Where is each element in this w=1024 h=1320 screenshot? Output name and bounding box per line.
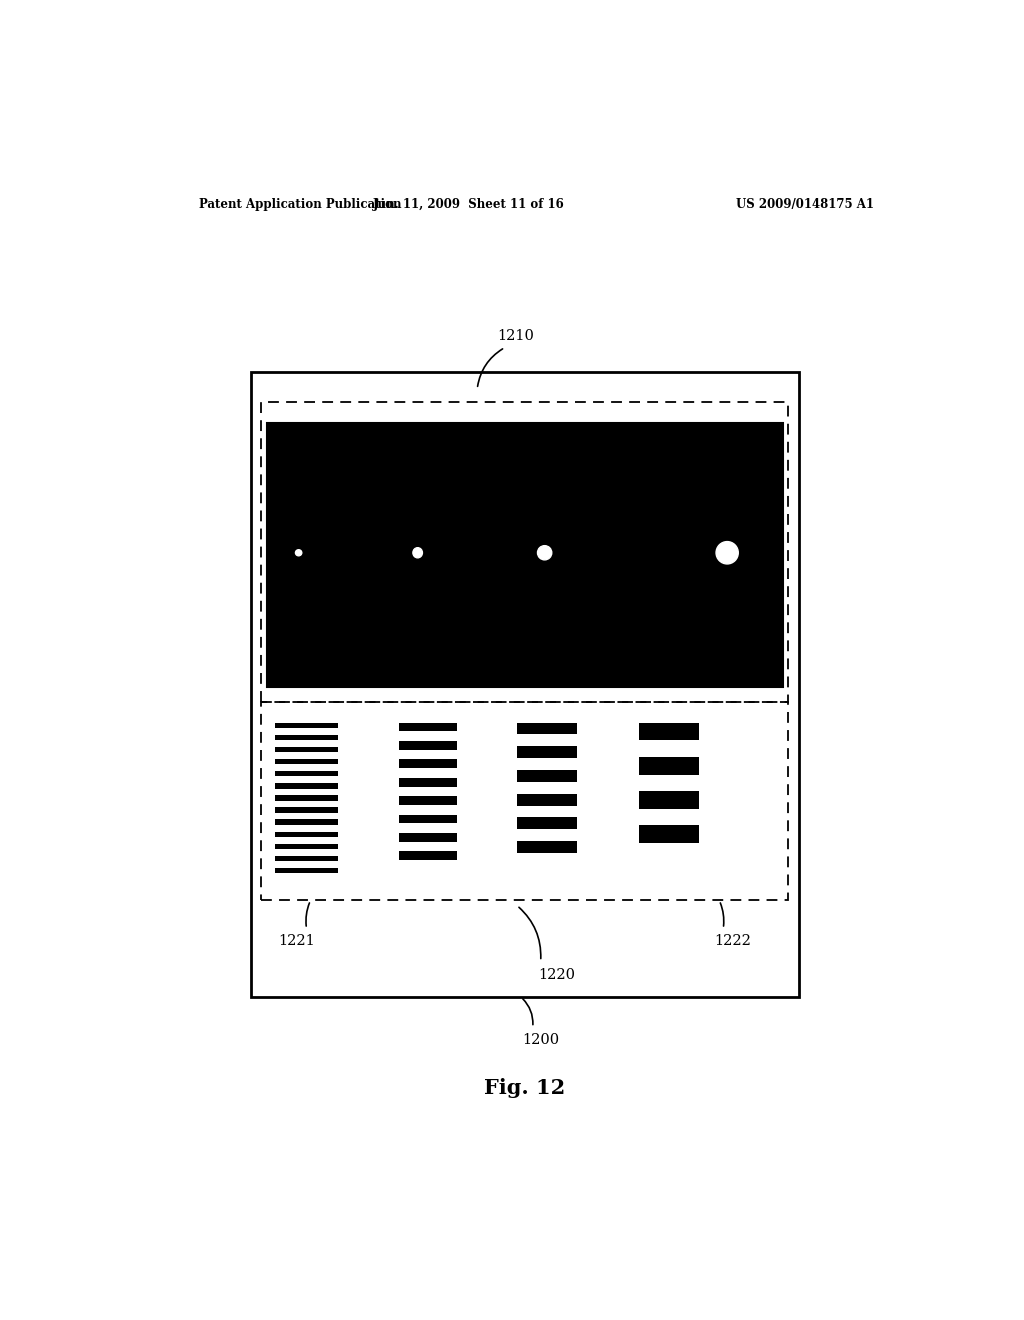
Bar [274, 722, 338, 727]
Bar [639, 825, 699, 843]
Bar [274, 820, 338, 825]
Bar [399, 777, 457, 787]
Bar [274, 808, 338, 813]
Ellipse shape [716, 541, 738, 564]
Bar [274, 855, 338, 861]
Bar [261, 403, 788, 702]
Bar [274, 843, 338, 849]
Text: 1220: 1220 [538, 968, 575, 982]
Bar [517, 793, 577, 805]
Bar [517, 746, 577, 758]
Bar [399, 759, 457, 768]
Bar [399, 741, 457, 750]
Bar [639, 722, 699, 741]
Bar [639, 756, 699, 775]
Bar [517, 841, 577, 853]
Text: 1222: 1222 [715, 935, 752, 948]
Bar [399, 722, 457, 731]
Text: Fig. 12: Fig. 12 [484, 1078, 565, 1098]
Bar [517, 817, 577, 829]
Ellipse shape [538, 545, 552, 560]
Bar [274, 783, 338, 788]
Ellipse shape [413, 548, 423, 558]
Bar [274, 747, 338, 752]
Bar [399, 833, 457, 842]
Bar [274, 759, 338, 764]
Bar [274, 869, 338, 874]
Text: 1221: 1221 [279, 935, 315, 948]
Text: Jun. 11, 2009  Sheet 11 of 16: Jun. 11, 2009 Sheet 11 of 16 [374, 198, 565, 211]
Bar [274, 771, 338, 776]
Bar [267, 422, 782, 686]
Bar [399, 796, 457, 805]
Bar [399, 851, 457, 861]
Bar [274, 735, 338, 741]
Ellipse shape [296, 549, 302, 556]
Bar [274, 832, 338, 837]
Bar [251, 372, 799, 997]
Text: Patent Application Publication: Patent Application Publication [200, 198, 402, 211]
Bar [274, 795, 338, 801]
Bar [399, 814, 457, 824]
Bar [517, 722, 577, 734]
Bar [517, 770, 577, 781]
Text: 1210: 1210 [497, 329, 534, 343]
Bar [261, 702, 788, 900]
Text: US 2009/0148175 A1: US 2009/0148175 A1 [736, 198, 873, 211]
Bar [639, 791, 699, 809]
Text: 1200: 1200 [522, 1032, 559, 1047]
